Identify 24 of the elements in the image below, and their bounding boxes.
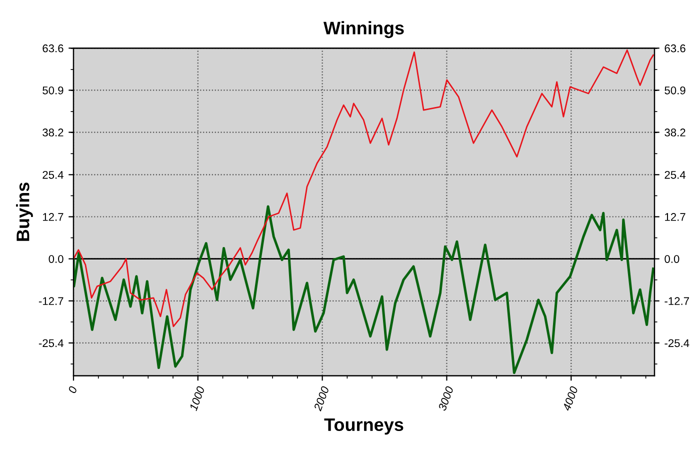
- x-tick-label: 0: [68, 386, 78, 394]
- x-tick-label: 2000: [313, 386, 330, 412]
- y-axis-title: Buyins: [16, 182, 33, 241]
- x-tick-label: 4000: [562, 386, 578, 412]
- y2-tick-label: 38.2: [664, 128, 686, 136]
- y-tick-label: 50.9: [42, 86, 64, 94]
- x-tick-label: 3000: [438, 386, 454, 412]
- y-tick-label: -12.7: [38, 297, 64, 305]
- y2-tick-label: 0.0: [664, 255, 680, 263]
- y-tick-label: 25.4: [42, 170, 64, 179]
- x-axis-title: Tourneys: [324, 418, 404, 435]
- y-tick-label: 38.2: [42, 128, 64, 136]
- x-tick-label: 1000: [189, 386, 205, 412]
- y2-tick-label: -25.4: [664, 339, 690, 348]
- y-tick-label: 0.0: [48, 255, 64, 263]
- y2-tick-label: -12.7: [664, 297, 689, 305]
- y2-tick-label: 63.6: [664, 44, 686, 52]
- y2-tick-label: 25.4: [664, 170, 686, 179]
- y2-tick-label: 12.7: [665, 213, 686, 221]
- chart-title: Winnings: [323, 21, 404, 38]
- y-tick-label: -25.4: [38, 339, 64, 348]
- y2-tick-label: 50.9: [664, 86, 686, 94]
- y-tick-label: 12.7: [43, 213, 64, 221]
- y-tick-label: 63.6: [42, 44, 64, 52]
